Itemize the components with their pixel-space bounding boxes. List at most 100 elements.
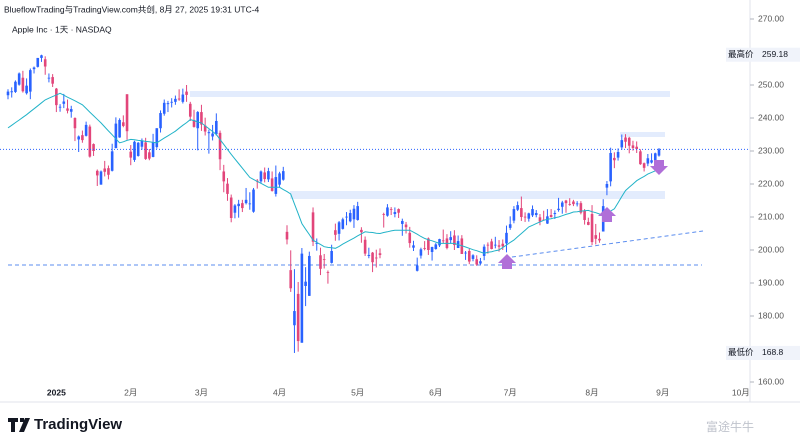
candle-body (453, 235, 456, 246)
candle-body (401, 220, 404, 224)
candle-body (624, 137, 627, 142)
candle-body (188, 103, 192, 117)
candle-body (95, 170, 99, 176)
arrow (650, 160, 668, 175)
candle-body (166, 103, 170, 105)
candle-body (583, 210, 586, 220)
candle-body (304, 281, 307, 286)
candle-body (631, 145, 635, 149)
candle-body (497, 245, 501, 247)
candle-body (196, 112, 200, 129)
candle-body (572, 201, 575, 205)
low-label-text: 最低价 (728, 347, 754, 357)
candle-body (226, 183, 229, 194)
candle-body (579, 203, 583, 213)
y-tick-label: 230.00 (758, 145, 784, 155)
candle-body (285, 231, 289, 240)
candle-body (129, 151, 133, 158)
candle-body (635, 146, 638, 150)
candle-body (66, 108, 69, 111)
candle-body (99, 171, 103, 185)
high-label-box (726, 47, 800, 62)
candle-body (512, 209, 516, 221)
x-tick-label: 10月 (732, 387, 750, 397)
candle-body (605, 184, 609, 188)
candle-body (162, 102, 166, 114)
candle-body (77, 136, 80, 140)
candle-body (233, 205, 237, 213)
candle-body (404, 224, 408, 228)
candle-body (259, 171, 263, 182)
candle-body (263, 172, 266, 180)
candle-body (367, 254, 371, 256)
candle-body (88, 126, 92, 157)
candle-body (322, 259, 326, 261)
candle-body (237, 203, 240, 207)
candle-body (92, 144, 95, 151)
candle-body (330, 250, 333, 263)
moving-average (7, 92, 660, 254)
candle-body (464, 252, 467, 254)
candle-body (84, 124, 88, 136)
y-tick-label: 250.00 (758, 79, 784, 89)
candle-body (326, 272, 330, 273)
candle-body (412, 245, 415, 248)
candle-body (229, 197, 233, 218)
zone (290, 191, 665, 199)
candle-body (419, 249, 423, 256)
candle-body (118, 119, 121, 138)
candle-body (241, 203, 244, 209)
candle-body (508, 224, 512, 228)
candle-body (393, 212, 397, 215)
candle-body (642, 163, 646, 168)
x-tick-label: 9月 (656, 387, 669, 397)
candle-body (482, 246, 486, 256)
y-tick-label: 270.00 (758, 13, 784, 23)
candle-body (274, 177, 278, 194)
arrow (498, 254, 516, 269)
candle-body (215, 120, 218, 135)
candle-body (133, 141, 136, 160)
candle-body (657, 149, 661, 156)
watermark: 富途牛牛 (706, 419, 754, 434)
candle-body (553, 213, 557, 215)
candle-body (490, 241, 493, 250)
candle-body (546, 216, 549, 224)
candle-body (103, 168, 107, 172)
candle-body (200, 112, 203, 125)
y-tick-label: 240.00 (758, 112, 784, 122)
candle-body (549, 215, 553, 217)
candle-body (557, 208, 560, 211)
candle-body (594, 235, 598, 239)
candle-body (427, 238, 430, 250)
candle-body (122, 122, 125, 126)
candle-body (181, 94, 185, 102)
candle-body (43, 59, 47, 67)
candle-body (441, 240, 445, 242)
candle-body (449, 237, 452, 241)
candle-body (397, 209, 400, 213)
candle-body (575, 203, 579, 205)
candle-body (203, 125, 207, 132)
candle-body (386, 207, 389, 216)
candle-body (114, 123, 118, 149)
candle-body (267, 171, 270, 180)
candle-body (40, 55, 43, 58)
candle-body (627, 137, 631, 146)
trend-line (504, 230, 704, 259)
candle-body (408, 232, 412, 244)
candle-body (334, 230, 337, 235)
zone (620, 132, 665, 137)
footer (1, 408, 799, 444)
candle-body (564, 200, 568, 204)
candle-body (155, 128, 159, 148)
candle-body (144, 142, 147, 159)
x-tick-label: 8月 (585, 387, 598, 397)
x-tick-label: 3月 (195, 387, 208, 397)
candle-body (51, 77, 54, 84)
candle-body (32, 67, 36, 70)
candle-body (538, 217, 542, 222)
candle-body (527, 213, 531, 219)
candle-body (639, 151, 642, 165)
x-tick-label: 6月 (429, 387, 442, 397)
